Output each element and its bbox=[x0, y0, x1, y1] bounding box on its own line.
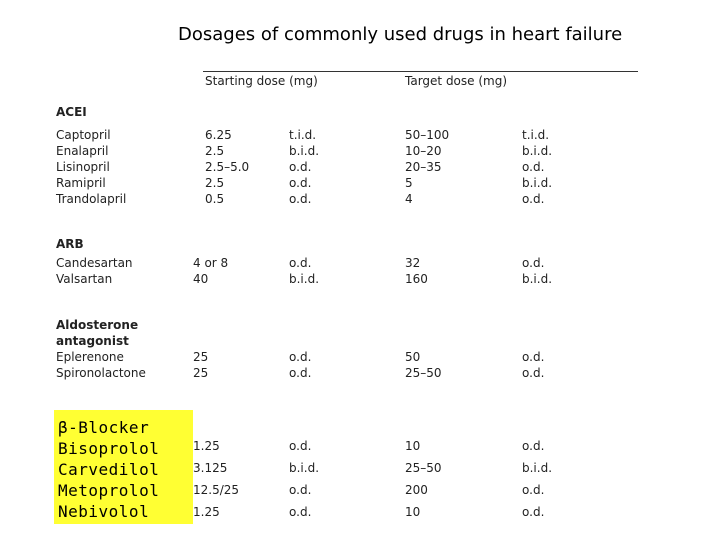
page-title: Dosages of commonly used drugs in heart … bbox=[178, 24, 623, 45]
acei-start-dose-column: 6.25 2.5 2.5–5.0 2.5 0.5 bbox=[205, 127, 249, 207]
arb-target-freq-column: o.d. b.i.d. bbox=[522, 255, 552, 287]
frequency-cell: b.i.d. bbox=[522, 144, 553, 158]
frequency-cell: o.d. bbox=[522, 439, 545, 453]
dose-cell: 10 bbox=[405, 505, 421, 519]
frequency-cell: b.i.d. bbox=[289, 461, 320, 475]
drug-name: Metoprolol bbox=[58, 481, 160, 500]
dose-cell: 50–100 bbox=[405, 128, 450, 142]
dose-cell: 12.5/25 bbox=[193, 483, 240, 497]
acei-drug-list: Captopril Enalapril Lisinopril Ramipril … bbox=[56, 127, 126, 207]
dose-cell: 10 bbox=[405, 439, 421, 453]
frequency-cell: o.d. bbox=[289, 483, 312, 497]
drug-name: Bisoprolol bbox=[58, 439, 160, 458]
dose-cell: 25–50 bbox=[405, 366, 442, 380]
drug-name: Trandolapril bbox=[56, 192, 127, 206]
aldo-drug-list: Eplerenone Spironolactone bbox=[56, 349, 146, 381]
frequency-cell: o.d. bbox=[522, 256, 545, 270]
frequency-cell: o.d. bbox=[522, 350, 545, 364]
dose-cell: 2.5 bbox=[205, 176, 225, 190]
column-header-starting-dose: Starting dose (mg) bbox=[205, 74, 318, 88]
frequency-cell: b.i.d. bbox=[289, 144, 320, 158]
drug-name: Valsartan bbox=[56, 272, 113, 286]
dose-cell: 5 bbox=[405, 176, 413, 190]
drug-name: Lisinopril bbox=[56, 160, 110, 174]
frequency-cell: o.d. bbox=[289, 256, 312, 270]
aldo-start-freq-column: o.d. o.d. bbox=[289, 349, 311, 381]
aldo-target-freq-column: o.d. o.d. bbox=[522, 349, 544, 381]
aldo-start-dose-column: 25 25 bbox=[193, 349, 208, 381]
frequency-cell: o.d. bbox=[289, 160, 312, 174]
dose-cell: 4 bbox=[405, 192, 413, 206]
dose-cell: 32 bbox=[405, 256, 421, 270]
frequency-cell: o.d. bbox=[522, 192, 545, 206]
group-heading-acei: ACEI bbox=[56, 105, 87, 119]
dose-cell: 10–20 bbox=[405, 144, 442, 158]
frequency-cell: o.d. bbox=[522, 160, 545, 174]
frequency-cell: o.d. bbox=[289, 350, 312, 364]
drug-name: Enalapril bbox=[56, 144, 109, 158]
frequency-cell: b.i.d. bbox=[522, 461, 553, 475]
frequency-cell: t.i.d. bbox=[289, 128, 317, 142]
frequency-cell: b.i.d. bbox=[522, 176, 553, 190]
header-rule bbox=[203, 71, 638, 72]
dose-cell: 20–35 bbox=[405, 160, 442, 174]
drug-name: Carvedilol bbox=[58, 460, 160, 479]
drug-name: Spironolactone bbox=[56, 366, 146, 380]
arb-target-dose-column: 32 160 bbox=[405, 255, 428, 287]
dose-cell: 1.25 bbox=[193, 439, 220, 453]
acei-target-dose-column: 50–100 10–20 20–35 5 4 bbox=[405, 127, 449, 207]
dose-cell: 3.125 bbox=[193, 461, 228, 475]
acei-start-freq-column: t.i.d. b.i.d. o.d. o.d. o.d. bbox=[289, 127, 319, 207]
frequency-cell: o.d. bbox=[289, 192, 312, 206]
group-heading-line: antagonist bbox=[56, 334, 129, 348]
arb-start-freq-column: o.d. b.i.d. bbox=[289, 255, 319, 287]
dose-cell: 6.25 bbox=[205, 128, 232, 142]
dose-cell: 25 bbox=[193, 366, 209, 380]
dose-cell: 40 bbox=[193, 272, 209, 286]
frequency-cell: o.d. bbox=[289, 505, 312, 519]
group-heading-aldosterone: Aldosterone antagonist bbox=[56, 317, 138, 349]
drug-name: Captopril bbox=[56, 128, 111, 142]
drug-name: Candesartan bbox=[56, 256, 133, 270]
drug-name: Nebivolol bbox=[58, 502, 150, 521]
dose-cell: 160 bbox=[405, 272, 428, 286]
dose-cell: 50 bbox=[405, 350, 421, 364]
frequency-cell: o.d. bbox=[522, 366, 545, 380]
dose-cell: 200 bbox=[405, 483, 428, 497]
aldo-target-dose-column: 50 25–50 bbox=[405, 349, 442, 381]
arb-drug-list: Candesartan Valsartan bbox=[56, 255, 133, 287]
dose-cell: 2.5 bbox=[205, 144, 225, 158]
frequency-cell: b.i.d. bbox=[289, 272, 320, 286]
frequency-cell: o.d. bbox=[522, 483, 545, 497]
group-heading-beta-blocker: β-Blocker bbox=[58, 418, 150, 437]
frequency-cell: o.d. bbox=[289, 176, 312, 190]
column-header-target-dose: Target dose (mg) bbox=[405, 74, 508, 88]
drug-name: Ramipril bbox=[56, 176, 106, 190]
frequency-cell: o.d. bbox=[289, 366, 312, 380]
dose-cell: 25 bbox=[193, 350, 209, 364]
beta-blocker-highlight bbox=[54, 410, 193, 524]
dose-cell: 4 or 8 bbox=[193, 256, 229, 270]
beta-blocker-drug-list: β-Blocker Bisoprolol Carvedilol Metoprol… bbox=[58, 417, 159, 522]
frequency-cell: b.i.d. bbox=[522, 272, 553, 286]
dose-cell: 25–50 bbox=[405, 461, 442, 475]
drug-name: Eplerenone bbox=[56, 350, 124, 364]
acei-target-freq-column: t.i.d. b.i.d. o.d. b.i.d. o.d. bbox=[522, 127, 552, 207]
dose-cell: 1.25 bbox=[193, 505, 220, 519]
frequency-cell: o.d. bbox=[522, 505, 545, 519]
frequency-cell: t.i.d. bbox=[522, 128, 550, 142]
group-heading-line: Aldosterone bbox=[56, 318, 139, 332]
frequency-cell: o.d. bbox=[289, 439, 312, 453]
dose-cell: 0.5 bbox=[205, 192, 225, 206]
group-heading-arb: ARB bbox=[56, 237, 84, 251]
arb-start-dose-column: 4 or 8 40 bbox=[193, 255, 228, 287]
dose-cell: 2.5–5.0 bbox=[205, 160, 250, 174]
